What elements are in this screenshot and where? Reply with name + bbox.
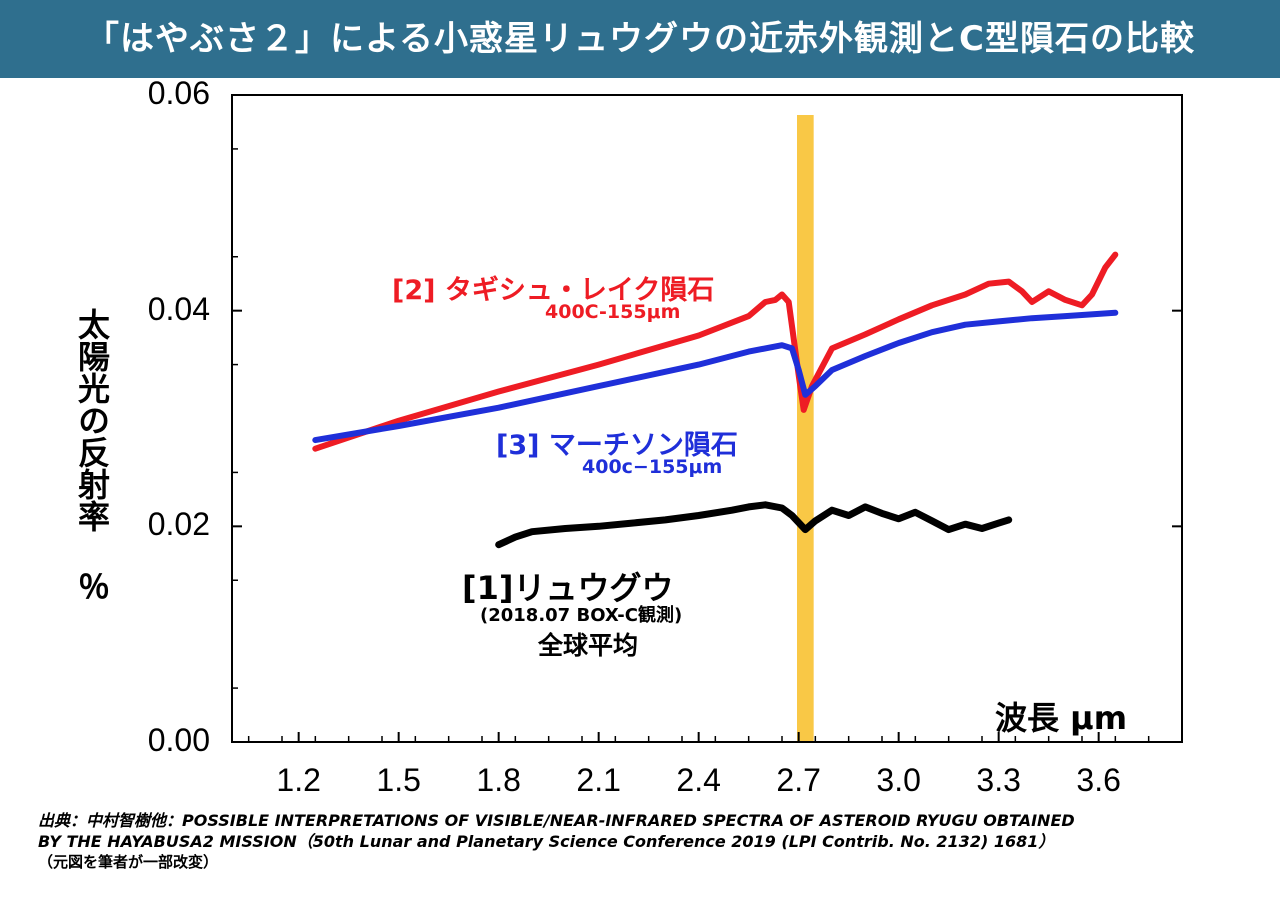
plot-frame — [231, 94, 1183, 743]
legend-murchison: [3] マーチソン隕石 — [496, 423, 738, 462]
x-tick-label: 1.2 — [276, 762, 321, 798]
x-tick-label: 1.5 — [376, 762, 421, 798]
source-line-2: BY THE HAYABUSA2 MISSION（50th Lunar and … — [38, 832, 1055, 851]
x-tick-label: 1.8 — [476, 762, 521, 798]
legend-murchison-name: マーチソン隕石 — [548, 430, 738, 461]
y-tick-label: 0.06 — [147, 75, 210, 111]
page-title: 「はやぶさ２」による小惑星リュウグウの近赤外観測とC型隕石の比較 — [0, 0, 1280, 78]
legend-ryugu-average: 全球平均 — [538, 631, 639, 660]
x-tick-label: 3.6 — [1076, 762, 1121, 798]
highlight-band-2.7um — [797, 115, 814, 742]
legend-tagish-lake: [2] タギシュ・レイク隕石 — [392, 268, 714, 307]
legend-ryugu-name: リュウグウ — [513, 569, 674, 607]
x-tick-label: 2.7 — [776, 762, 821, 798]
x-tick-label: 3.3 — [976, 762, 1021, 798]
legend-tagish-lake-number: [2] — [392, 275, 436, 306]
legend-murchison-sub: 400c−155μm — [582, 456, 723, 478]
x-tick-label: 2.1 — [576, 762, 621, 798]
legend-murchison-number: [3] — [496, 430, 540, 461]
legend-tagish-lake-sub: 400C-155μm — [545, 301, 681, 323]
series-murchison-line — [312, 309, 1119, 444]
x-axis-label: 波長 μm — [995, 699, 1128, 737]
y-tick-label: 0.00 — [147, 722, 210, 758]
x-tick-label: 2.4 — [676, 762, 721, 798]
y-axis-label: 太陽光の反射率 ％ — [73, 308, 111, 602]
source-citation: 出典：中村智樹他：POSSIBLE INTERPRETATIONS OF VIS… — [38, 810, 1258, 873]
series-ryugu-line — [495, 501, 1013, 549]
source-note: （元図を筆者が一部改変） — [38, 853, 219, 871]
legend-ryugu: [1]リュウグウ — [462, 563, 674, 609]
legend-ryugu-number: [1] — [462, 569, 514, 607]
series-tagish-lake-line — [312, 251, 1119, 452]
x-tick-label: 3.0 — [876, 762, 921, 798]
legend-ryugu-observation: (2018.07 BOX-C観測) — [480, 605, 683, 626]
y-tick-label: 0.04 — [147, 290, 210, 327]
y-tick-label: 0.02 — [147, 506, 210, 543]
legend-tagish-lake-name: タギシュ・レイク隕石 — [444, 275, 715, 306]
source-line-1: 出典：中村智樹他：POSSIBLE INTERPRETATIONS OF VIS… — [38, 811, 1075, 830]
